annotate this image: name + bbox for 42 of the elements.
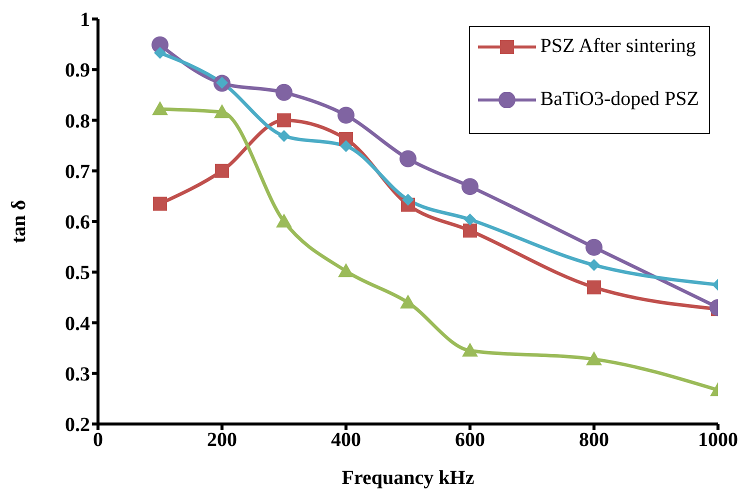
point xyxy=(400,294,416,308)
y-tick-label: 0.4 xyxy=(65,312,90,335)
y-axis-title: tan δ xyxy=(8,200,30,244)
y-tick-label: 0.9 xyxy=(65,60,90,82)
point xyxy=(588,259,600,272)
y-tick-label: 0.3 xyxy=(65,363,90,386)
x-tick-label: 400 xyxy=(331,429,361,452)
point xyxy=(278,130,290,142)
point xyxy=(338,106,354,124)
y-tick-label: 0.2 xyxy=(65,414,90,436)
y-tick-label: 0.8 xyxy=(65,110,90,132)
point xyxy=(153,196,167,211)
x-tick-label: 0 xyxy=(93,429,103,452)
point xyxy=(462,178,478,196)
point xyxy=(586,238,602,256)
legend-label: BaTiO3-doped PSZ xyxy=(540,88,699,111)
point xyxy=(463,224,477,238)
x-tick-label: 600 xyxy=(455,429,485,452)
point xyxy=(276,214,292,228)
y-tick-label: 1 xyxy=(80,9,90,32)
point xyxy=(340,140,352,152)
point xyxy=(587,280,601,294)
point xyxy=(462,342,478,357)
y-tick-label: 0.6 xyxy=(65,212,90,234)
point xyxy=(276,84,292,101)
point xyxy=(338,263,354,278)
x-axis-title: Frequancy kHz xyxy=(342,467,474,489)
point xyxy=(402,194,414,206)
point xyxy=(154,46,166,59)
point xyxy=(214,104,230,118)
point xyxy=(464,213,476,226)
point xyxy=(152,101,168,116)
x-tick-label: 1000 xyxy=(698,429,738,452)
point xyxy=(277,113,291,128)
point xyxy=(586,351,602,366)
point xyxy=(400,150,416,168)
legend-label: PSZ After sintering xyxy=(540,35,696,58)
x-tick-label: 800 xyxy=(579,429,609,452)
y-tick-label: 0.5 xyxy=(65,262,90,284)
point xyxy=(215,164,229,178)
y-tick-label: 0.7 xyxy=(65,160,90,183)
x-tick-label: 200 xyxy=(207,429,237,452)
